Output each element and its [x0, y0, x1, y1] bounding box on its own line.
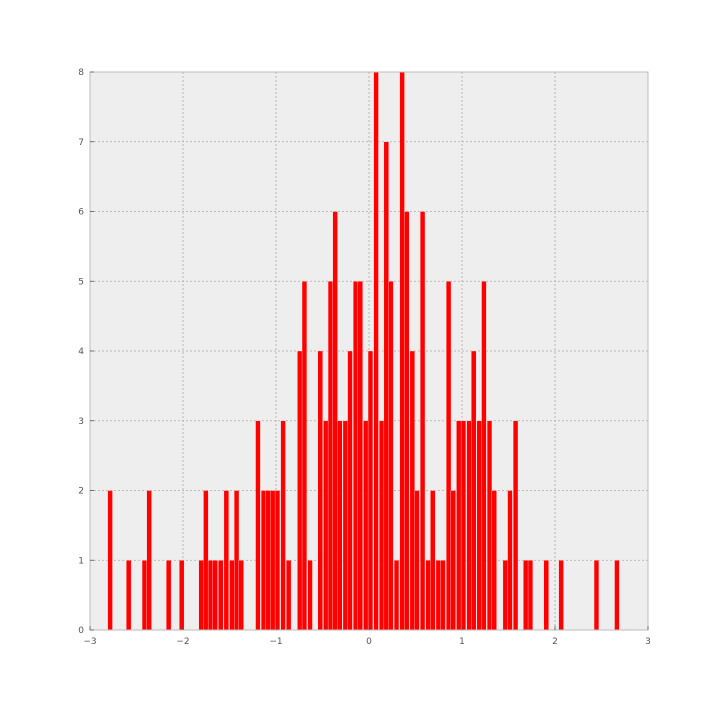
histogram-bar — [593, 560, 600, 631]
histogram-bar — [126, 560, 132, 631]
histogram-bar — [450, 490, 456, 631]
histogram-bar — [212, 560, 218, 631]
histogram-bar — [393, 560, 400, 631]
x-tick-label: 1 — [459, 637, 465, 647]
histogram-bar — [107, 490, 113, 631]
histogram-bar — [399, 71, 405, 631]
histogram-bar — [367, 350, 374, 631]
histogram-bar — [233, 490, 240, 631]
histogram-bar — [430, 490, 436, 631]
y-tick-label: 6 — [78, 208, 84, 218]
histogram-bar — [141, 560, 148, 631]
histogram-bar — [456, 420, 462, 631]
histogram-bar — [491, 490, 497, 631]
histogram-bar — [414, 490, 420, 631]
histogram-bar — [179, 560, 185, 631]
histogram-bar — [260, 490, 267, 631]
histogram-bar — [481, 281, 487, 631]
x-tick-label: 2 — [552, 637, 558, 647]
y-tick-label: 7 — [78, 138, 84, 148]
histogram-bar — [203, 490, 209, 631]
y-tick-label: 2 — [78, 487, 84, 497]
x-axis: −3 −2 −1 0 1 2 3 — [83, 626, 651, 647]
y-tick-label: 0 — [78, 626, 84, 636]
histogram-bar — [425, 560, 431, 631]
histogram-bar — [238, 560, 244, 631]
histogram-bar — [379, 420, 385, 631]
histogram-bar — [337, 420, 343, 631]
y-tick-label: 4 — [78, 347, 84, 357]
histogram-bar — [198, 560, 204, 631]
histogram-bar — [286, 560, 292, 631]
histogram-bar — [307, 560, 313, 631]
histogram-bar — [513, 420, 519, 631]
histogram-bar — [218, 560, 224, 631]
histogram-bar — [388, 281, 394, 631]
histogram-bar — [223, 490, 229, 631]
histogram-bar — [446, 281, 452, 631]
histogram-bar — [353, 281, 359, 631]
histogram-bar — [383, 141, 389, 631]
y-tick-label: 1 — [78, 556, 84, 566]
histogram-bar — [460, 420, 467, 631]
histogram-bars — [107, 71, 620, 631]
x-tick-label: 0 — [366, 637, 372, 647]
histogram-bar — [523, 560, 529, 631]
histogram-bar — [440, 560, 446, 631]
histogram-bar — [229, 560, 235, 631]
histogram-bar — [527, 560, 534, 631]
histogram-bar — [419, 211, 426, 631]
histogram-bar — [435, 560, 441, 631]
histogram-bar — [146, 490, 152, 631]
histogram-bar — [471, 350, 477, 631]
histogram-bar — [327, 281, 334, 631]
histogram-bar — [363, 420, 369, 631]
histogram-bar — [255, 420, 261, 631]
histogram-bar — [502, 560, 508, 631]
y-tick-label: 8 — [78, 68, 84, 78]
histogram-bar — [558, 560, 564, 631]
y-tick-label: 3 — [78, 417, 84, 427]
histogram-bar — [507, 490, 513, 631]
y-tick-label: 5 — [78, 277, 84, 287]
histogram-bar — [270, 490, 276, 631]
histogram-bar — [207, 560, 214, 631]
histogram-bar — [317, 350, 323, 631]
histogram-bar — [357, 281, 363, 631]
histogram-bar — [466, 420, 472, 631]
x-tick-label: −3 — [83, 637, 96, 647]
x-tick-label: −2 — [176, 637, 189, 647]
histogram-bar — [265, 490, 271, 631]
histogram-bar — [614, 560, 620, 631]
histogram-bar — [409, 350, 415, 631]
histogram-bar — [347, 350, 353, 631]
x-tick-label: −1 — [269, 637, 282, 647]
histogram-bar — [323, 420, 329, 631]
histogram-bar — [342, 420, 348, 631]
x-tick-label: 3 — [645, 637, 651, 647]
histogram-bar — [476, 420, 482, 631]
histogram-bar — [297, 350, 303, 631]
histogram-bar — [543, 560, 549, 631]
histogram-bar — [373, 71, 379, 631]
histogram-bar — [166, 560, 172, 631]
histogram-bar — [486, 420, 493, 631]
histogram-bar — [301, 281, 308, 631]
histogram-bar — [274, 490, 281, 631]
histogram-bar — [332, 211, 338, 631]
y-axis: 0 1 2 3 4 5 6 7 8 — [78, 68, 94, 636]
histogram-bar — [280, 420, 286, 631]
histogram-bar — [404, 211, 410, 631]
